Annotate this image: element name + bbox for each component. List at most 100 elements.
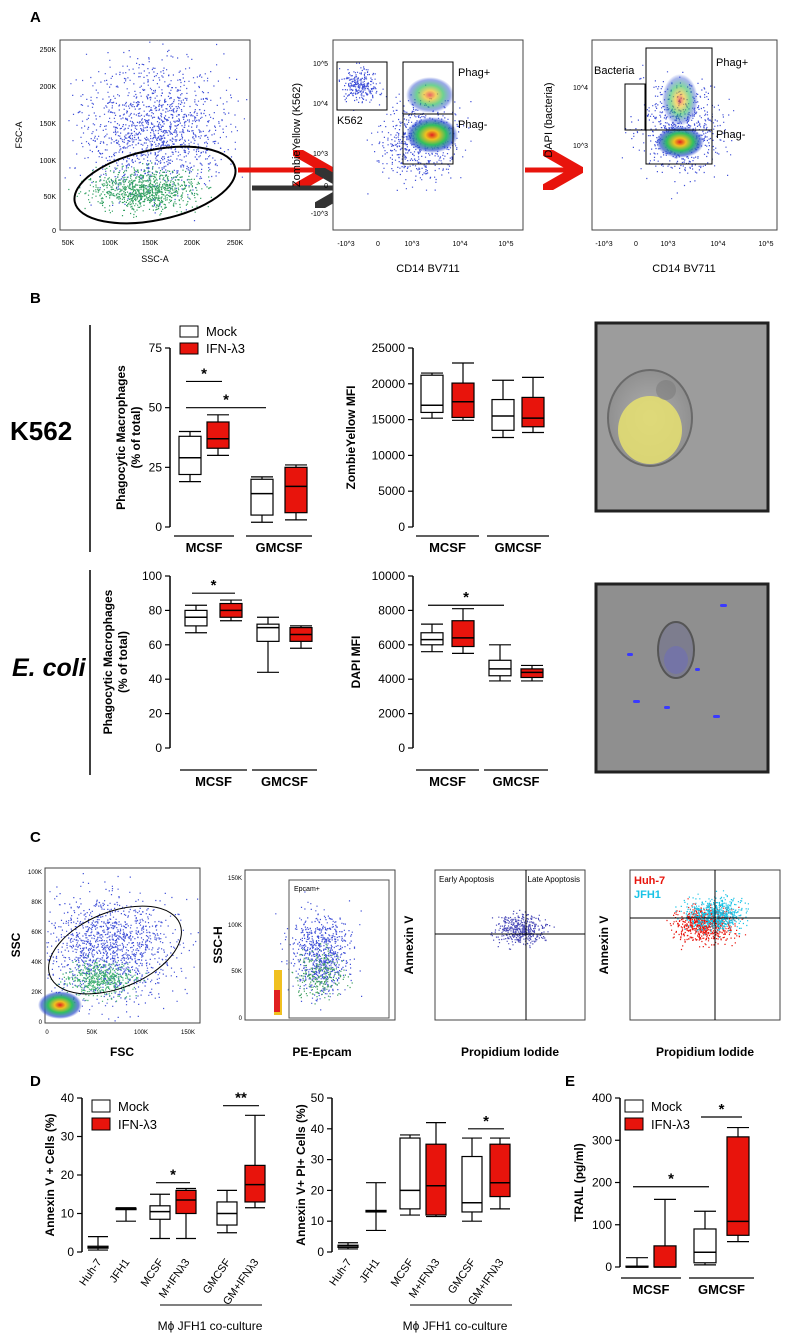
y-tick-label: 0 (398, 520, 405, 534)
box-GMCSF (284, 464, 308, 521)
box-rect (521, 396, 545, 428)
y-tick-label: 40 (311, 1122, 325, 1136)
y-tick-label: 0 (605, 1260, 612, 1274)
gate-bacteria (624, 83, 646, 131)
y-tick-label: 400 (592, 1091, 612, 1105)
category-label: JFH1 (358, 1257, 383, 1285)
box-GMCSF (461, 1137, 483, 1222)
c1-ytick: 40K (31, 960, 42, 966)
group-label: GMCSF (493, 774, 540, 789)
significance-label: ** (235, 1090, 247, 1107)
box-MCSF (625, 1257, 649, 1268)
gate-label: Phag+ (458, 67, 490, 79)
box-GMCSF (256, 616, 280, 673)
box-rect (488, 659, 512, 677)
c1-ytick: 20K (31, 990, 42, 996)
a1-ytick: 50K (44, 194, 57, 201)
gate-ellipse (73, 145, 237, 225)
c1-ylabel: SSC (9, 932, 23, 957)
category-label: Huh-7 (327, 1257, 354, 1288)
flow-plot-c3: Early Apoptosis Late Apoptosis Annexin V… (402, 869, 586, 1059)
a2-xtick: 10^3 (405, 241, 420, 248)
y-tick-label: 20 (311, 1183, 325, 1197)
scatter-dots (64, 41, 248, 222)
significance-label: * (483, 1113, 489, 1130)
legend-swatch-ifn (624, 1117, 644, 1131)
box-GM+IFNλ3 (489, 1137, 511, 1210)
a3-xtick: -10^3 (595, 241, 612, 248)
c1-ytick: 60K (31, 930, 42, 936)
box-GMCSF (693, 1210, 717, 1266)
category-label: Huh-7 (77, 1257, 104, 1288)
significance-label: * (211, 577, 217, 594)
y-tick-label: 20000 (372, 377, 406, 391)
box-M+IFNλ3 (425, 1122, 447, 1218)
a3-xtick: 0 (634, 241, 638, 248)
a3-ytick: 10^3 (573, 143, 588, 150)
legend-swatch-mock (91, 1099, 111, 1113)
c1-ytick: 80K (31, 900, 42, 906)
y-tick-label: 20 (149, 707, 163, 721)
a2-ytick: 10^5 (313, 61, 328, 68)
box-GMCSF (488, 644, 512, 682)
y-tick-label: 200 (592, 1176, 612, 1190)
box-rect (420, 632, 444, 646)
box-GM+IFNλ3 (244, 1114, 266, 1209)
a1-xtick: 100K (102, 240, 119, 247)
a1-ylabel: FSC-A (14, 122, 24, 149)
flow-plot-c1: SSC FSC 100K 80K 60K 40K 20K 0 0 50K 100… (9, 867, 201, 1059)
legend-swatch-mock (624, 1099, 644, 1113)
y-tick-label: 50 (311, 1091, 325, 1105)
c1-xtick: 100K (134, 1030, 148, 1036)
y-tick-label: 6000 (378, 638, 405, 652)
panel-e-letter: E (565, 1073, 575, 1090)
y-axis-label: Annexin V + Cells (%) (43, 1113, 57, 1236)
significance-label: * (463, 589, 469, 606)
legend-label-jfh1: JFH1 (634, 889, 661, 901)
box-MCSF (219, 599, 243, 622)
legend-swatch-mock (179, 325, 199, 338)
significance-label: * (668, 1171, 674, 1188)
gate-ellipse (48, 905, 182, 995)
box-rect (451, 382, 475, 419)
box-Huh-7 (337, 1242, 359, 1250)
box-Huh-7 (87, 1235, 109, 1251)
box-rect (206, 421, 230, 449)
category-label: JFH1 (108, 1257, 133, 1285)
y-axis-label: (% of total) (116, 631, 130, 693)
box-MCSF (451, 608, 475, 655)
gate-epcam (288, 879, 390, 1019)
c2-ylabel: SSC-H (211, 926, 225, 963)
box-GMCSF (726, 1126, 750, 1243)
group-label: MCSF (186, 540, 223, 555)
group-label: GMCSF (495, 540, 542, 555)
c2-ytick: 100K (228, 923, 242, 929)
box-JFH1 (365, 1182, 387, 1232)
c1-xtick: 50K (87, 1030, 98, 1036)
c2-ytick: 0 (239, 1016, 243, 1022)
y-axis-label: DAPI MFI (349, 636, 363, 689)
gate-label: Phag+ (716, 57, 748, 69)
legend-label: IFN-λ3 (118, 1117, 157, 1132)
row-label-k562: K562 (10, 416, 72, 446)
y-tick-label: 10000 (372, 448, 406, 462)
flow-plot-c2: Epcam+ SSC-H PE-Epcam 150K 100K 50K 0 (211, 869, 396, 1059)
y-tick-label: 25 (149, 460, 163, 474)
significance-label: * (719, 1101, 725, 1118)
group-label: MCSF (195, 774, 232, 789)
y-tick-label: 30 (61, 1130, 75, 1144)
panel-b-letter: B (30, 290, 41, 307)
y-tick-label: 20 (61, 1168, 75, 1182)
y-axis-label: ZombieYellow MFI (344, 385, 358, 489)
box-rect (520, 668, 544, 679)
coculture-label: Mϕ JFH1 co-culture (158, 1319, 263, 1333)
panel-c-letter: C (30, 829, 41, 846)
a3-xtick: 10^3 (661, 241, 676, 248)
y-axis-label: Phagocytic Macrophages (101, 589, 115, 734)
a1-ytick: 0 (52, 228, 56, 235)
microscopy-ecoli-image (594, 582, 770, 774)
box-rect (256, 623, 280, 642)
c1-ytick: 0 (39, 1020, 43, 1026)
y-axis-label: TRAIL (pg/ml) (572, 1143, 586, 1221)
y-tick-label: 0 (317, 1245, 324, 1259)
